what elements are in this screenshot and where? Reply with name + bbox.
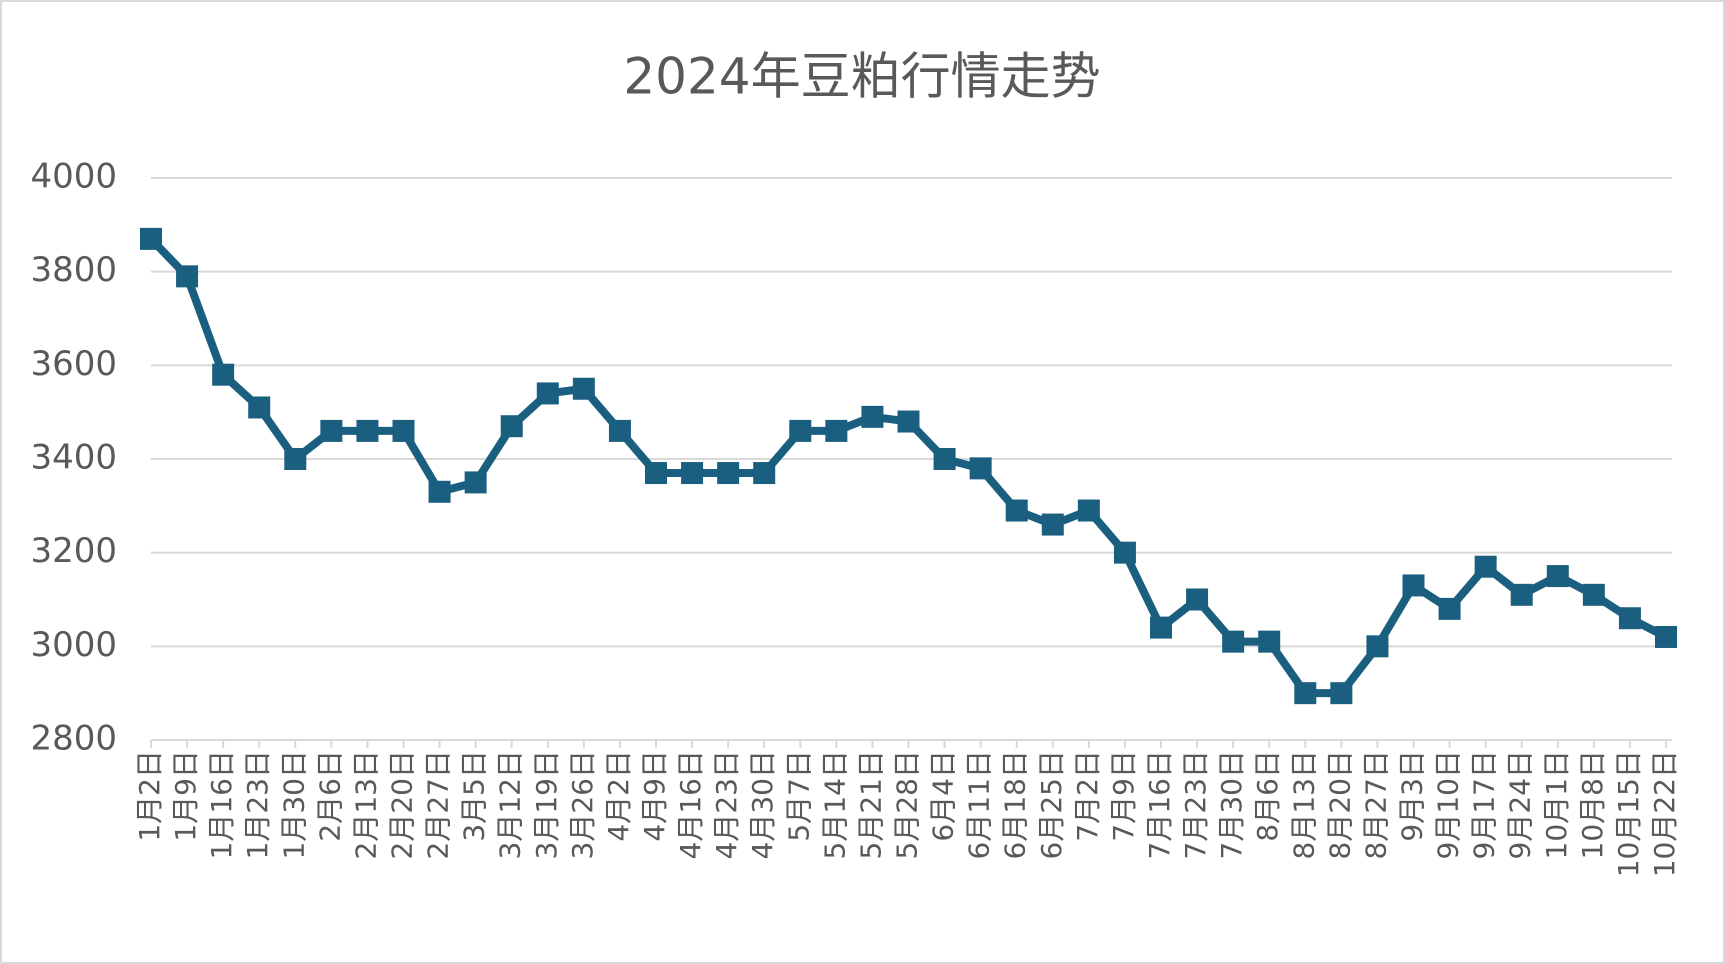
y-tick-label: 2800	[30, 719, 117, 759]
y-tick-label: 4000	[30, 157, 117, 197]
x-tick-label: 10月1日	[1540, 750, 1573, 859]
x-tick-label: 10月22日	[1648, 750, 1681, 877]
x-tick-label: 7月23日	[1179, 750, 1212, 859]
x-tick-label: 1月9日	[169, 750, 202, 842]
marker	[392, 419, 415, 442]
x-tick-label: 2月6日	[313, 750, 346, 842]
x-tick-label: 8月27日	[1359, 750, 1392, 859]
marker	[1041, 513, 1064, 536]
marker	[681, 462, 704, 485]
x-tick-label: 6月25日	[1035, 750, 1068, 859]
x-tick-label: 3月12日	[494, 750, 527, 859]
marker	[500, 415, 523, 438]
x-tick-label: 6月18日	[999, 750, 1032, 859]
marker	[284, 448, 307, 470]
marker	[1582, 583, 1605, 606]
marker	[753, 462, 776, 485]
marker	[176, 265, 199, 288]
marker	[717, 462, 740, 485]
x-tick-label: 4月2日	[602, 750, 635, 842]
x-tick-label: 4月16日	[674, 750, 707, 859]
x-tick-label: 5月28日	[891, 750, 924, 859]
y-tick-label: 3000	[30, 625, 117, 665]
marker	[320, 419, 343, 442]
marker	[1077, 499, 1100, 522]
y-tick-label: 3400	[30, 438, 117, 478]
marker	[1438, 597, 1461, 620]
x-tick-label: 1月16日	[205, 750, 238, 859]
marker	[1005, 499, 1028, 522]
marker	[933, 448, 956, 470]
marker	[1222, 630, 1245, 653]
y-tick-label: 3600	[30, 344, 117, 384]
x-tick-label: 4月23日	[710, 750, 743, 859]
marker	[464, 471, 487, 494]
marker	[645, 462, 667, 485]
marker	[861, 405, 884, 428]
x-tick-label: 8月6日	[1251, 750, 1284, 842]
x-tick-label: 1月23日	[241, 750, 274, 859]
marker	[572, 377, 595, 400]
marker	[1474, 555, 1497, 578]
marker	[1150, 616, 1172, 639]
marker	[140, 227, 162, 250]
marker	[1186, 588, 1209, 611]
x-tick-label: 7月16日	[1143, 750, 1176, 859]
x-tick-label: 5月21日	[854, 750, 887, 859]
marker	[1655, 625, 1677, 648]
marker	[356, 419, 379, 442]
x-tick-label: 7月2日	[1071, 750, 1104, 842]
x-tick-label: 6月11日	[963, 750, 996, 859]
x-tick-label: 5月7日	[782, 750, 815, 842]
marker	[212, 363, 235, 386]
x-tick-label: 7月9日	[1107, 750, 1140, 842]
x-tick-label: 2月13日	[349, 750, 382, 859]
y-tick-label: 3200	[30, 531, 117, 571]
x-tick-label: 2月27日	[422, 750, 455, 859]
x-tick-label: 3月26日	[566, 750, 599, 859]
marker	[825, 419, 848, 442]
x-tick-label: 1月2日	[133, 750, 166, 842]
y-tick-label: 3800	[30, 250, 117, 290]
marker	[1366, 635, 1389, 658]
x-tick-label: 4月30日	[746, 750, 779, 859]
x-tick-label: 3月19日	[530, 750, 563, 859]
marker	[608, 419, 631, 442]
marker	[1258, 630, 1281, 653]
x-tick-label: 9月17日	[1468, 750, 1501, 859]
x-tick-label: 10月15日	[1612, 750, 1645, 877]
x-tick-label: 2月20日	[386, 750, 419, 859]
x-tick-label: 4月9日	[638, 750, 671, 842]
x-tick-label: 9月3日	[1396, 750, 1429, 842]
x-tick-label: 1月30日	[277, 750, 310, 859]
marker	[1510, 583, 1533, 606]
x-tick-label: 10月8日	[1576, 750, 1609, 859]
marker	[897, 410, 920, 433]
marker	[428, 480, 451, 503]
x-tick-label: 5月14日	[818, 750, 851, 859]
x-tick-label: 9月24日	[1504, 750, 1537, 859]
x-tick-label: 8月20日	[1323, 750, 1356, 859]
marker	[1546, 565, 1569, 588]
marker	[1618, 607, 1641, 630]
x-tick-label: 3月5日	[458, 750, 491, 842]
marker	[248, 396, 271, 419]
marker	[969, 457, 992, 480]
x-tick-label: 9月10日	[1432, 750, 1465, 859]
x-tick-label: 6月4日	[927, 750, 960, 842]
marker	[789, 419, 812, 442]
marker	[1402, 574, 1425, 597]
marker	[1113, 541, 1136, 564]
marker	[1330, 682, 1353, 705]
chart-title: 2024年豆粕行情走势	[623, 48, 1100, 106]
x-tick-label: 7月30日	[1215, 750, 1248, 859]
marker	[536, 382, 559, 405]
x-tick-label: 8月13日	[1287, 750, 1320, 859]
marker	[1294, 682, 1317, 705]
